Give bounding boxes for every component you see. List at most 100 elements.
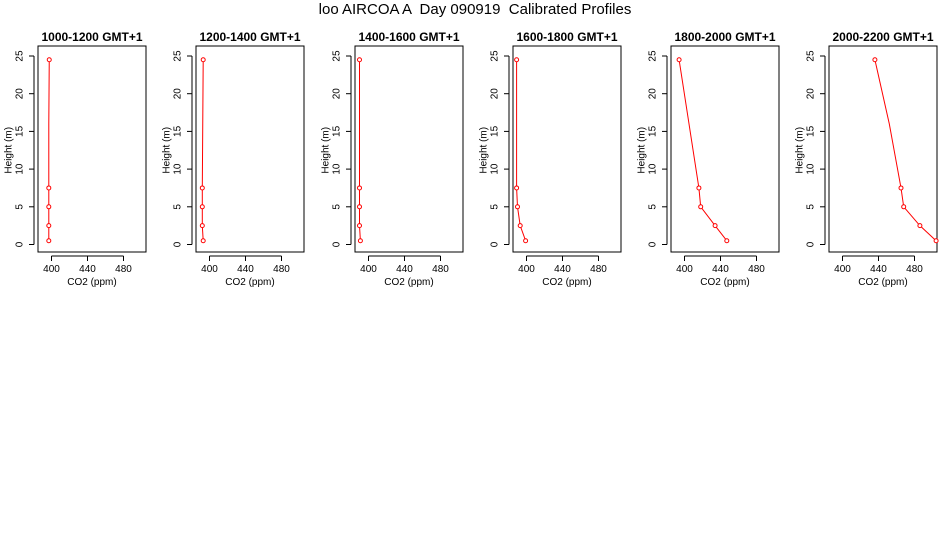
y-tick-label: 5: [806, 204, 817, 210]
y-tick-label: 0: [806, 241, 817, 247]
y-tick-label: 20: [806, 88, 817, 100]
y-tick-label: 0: [15, 241, 26, 247]
y-tick-label: 0: [648, 241, 659, 247]
x-tick-label: 480: [748, 264, 765, 275]
profile-panel-1: 1000-1200 GMT+1 400 440 480 CO2 (ppm) 0 5 10 15 2…: [4, 30, 147, 288]
y-tick-label: 0: [173, 241, 184, 247]
x-tick-label: 440: [712, 264, 729, 275]
x-tick-label: 400: [360, 264, 377, 275]
data-point: [523, 238, 529, 244]
y-tick-label: 10: [173, 163, 184, 175]
x-tick-label: 480: [273, 264, 290, 275]
y-tick-label: 20: [648, 88, 659, 100]
y-tick-label: 5: [15, 204, 26, 210]
profile-line: [201, 59, 204, 241]
y-tick-label: 10: [490, 163, 501, 175]
data-point: [515, 204, 520, 210]
y-tick-label: 5: [173, 204, 184, 210]
data-point: [517, 223, 523, 229]
plot-frame: [670, 45, 780, 253]
y-tick-label: 15: [15, 125, 26, 137]
data-point: [901, 204, 907, 210]
x-tick-label: 400: [834, 264, 851, 275]
y-axis-label: Height (m): [162, 127, 173, 174]
page-title: loo AIRCOA A Day 090919 Calibrated Profi…: [318, 1, 632, 18]
y-tick-label: 10: [15, 163, 26, 175]
y-tick-label: 25: [648, 50, 659, 62]
x-tick-label: 440: [237, 264, 254, 275]
data-point: [200, 57, 206, 63]
y-axis-label: Height (m): [321, 127, 332, 174]
profile-panel-3: 1400-1600 GMT+1 400 440 480 CO2 (ppm) 0 5 10 15 2…: [321, 30, 464, 288]
data-point: [724, 238, 730, 244]
data-point: [696, 185, 702, 191]
y-tick-label: 20: [173, 88, 184, 100]
data-point: [676, 57, 682, 63]
x-tick-label: 480: [590, 264, 607, 275]
panel-title: 1600-1800 GMT+1: [516, 30, 617, 44]
data-point: [898, 185, 904, 191]
profile-panel-4: 1600-1800 GMT+1 400 440 480 CO2 (ppm) 0 5 10 15 2…: [479, 30, 622, 288]
x-tick-label: 400: [201, 264, 218, 275]
panel-title: 1200-1400 GMT+1: [199, 30, 300, 44]
y-tick-label: 25: [332, 50, 343, 62]
plot-frame: [195, 45, 305, 253]
data-point: [698, 204, 704, 210]
profile-line: [516, 59, 527, 241]
plot-frame: [37, 45, 147, 253]
y-tick-label: 10: [806, 163, 817, 175]
panel-title: 1800-2000 GMT+1: [674, 30, 775, 44]
x-tick-label: 440: [554, 264, 571, 275]
x-axis-label: CO2 (ppm): [858, 277, 907, 288]
data-point: [514, 57, 520, 63]
y-tick-label: 25: [15, 50, 26, 62]
data-point: [933, 238, 939, 244]
data-point: [46, 57, 52, 63]
x-tick-label: 440: [396, 264, 413, 275]
data-point: [46, 185, 52, 191]
data-point: [46, 223, 52, 229]
data-point: [712, 223, 718, 229]
y-tick-label: 10: [648, 163, 659, 175]
data-point: [46, 204, 52, 210]
y-axis-label: Height (m): [637, 127, 648, 174]
x-tick-label: 440: [79, 264, 96, 275]
x-axis-label: CO2 (ppm): [67, 277, 116, 288]
data-point: [514, 185, 520, 191]
y-tick-label: 0: [332, 241, 343, 247]
plot-frame: [828, 45, 938, 253]
x-tick-label: 480: [906, 264, 923, 275]
y-tick-label: 5: [332, 204, 343, 210]
panel-title: 2000-2200 GMT+1: [832, 30, 933, 44]
data-point: [199, 185, 205, 191]
y-axis-label: Height (m): [4, 127, 15, 174]
data-point: [46, 238, 52, 244]
y-tick-label: 5: [648, 204, 659, 210]
data-point: [357, 57, 362, 63]
plot-frame: [354, 45, 464, 253]
panel-title: 1000-1200 GMT+1: [41, 30, 142, 44]
profile-panel-2: 1200-1400 GMT+1 400 440 480 CO2 (ppm) 0 5 10 15 2…: [162, 30, 305, 288]
y-tick-label: 5: [490, 204, 501, 210]
x-axis-label: CO2 (ppm): [542, 277, 591, 288]
panel-title: 1400-1600 GMT+1: [358, 30, 459, 44]
x-tick-label: 440: [870, 264, 887, 275]
y-axis-label: Height (m): [795, 127, 806, 174]
y-tick-label: 15: [806, 125, 817, 137]
data-point: [357, 204, 362, 210]
y-tick-label: 10: [332, 163, 343, 175]
x-tick-label: 400: [676, 264, 693, 275]
y-tick-label: 25: [173, 50, 184, 62]
y-tick-label: 20: [490, 88, 501, 100]
y-tick-label: 15: [648, 125, 659, 137]
y-tick-label: 25: [806, 50, 817, 62]
y-axis-label: Height (m): [479, 127, 490, 174]
x-axis-label: CO2 (ppm): [384, 277, 433, 288]
data-point: [872, 57, 878, 63]
plot-frame: [512, 45, 622, 253]
profile-line: [359, 59, 361, 241]
profile-panel-5: 1800-2000 GMT+1 400 440 480 CO2 (ppm) 0 5 10 15 2…: [637, 30, 780, 288]
x-tick-label: 400: [43, 264, 60, 275]
x-tick-label: 400: [518, 264, 535, 275]
